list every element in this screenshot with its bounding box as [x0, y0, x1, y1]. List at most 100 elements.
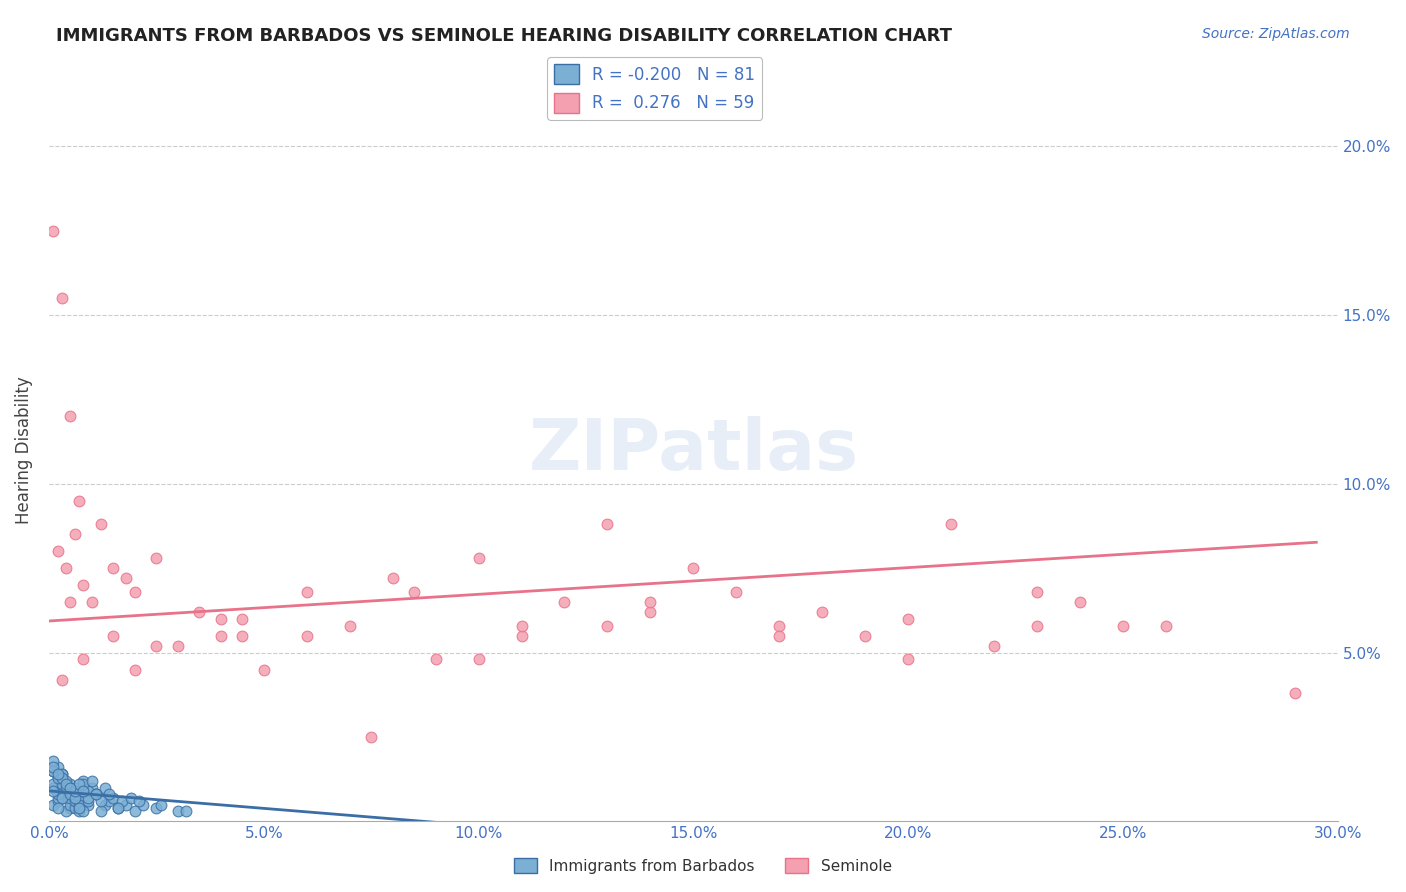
- Point: [42, 784, 65, 798]
- Point: [59, 790, 82, 805]
- Point: [63, 784, 86, 798]
- Point: [231, 612, 253, 626]
- Point: [132, 797, 155, 812]
- Point: [51, 767, 73, 781]
- Point: [63, 788, 86, 802]
- Point: [51, 790, 73, 805]
- Point: [80, 774, 103, 789]
- Point: [295, 585, 318, 599]
- Point: [853, 629, 876, 643]
- Point: [55, 784, 77, 798]
- Point: [42, 224, 65, 238]
- Point: [42, 797, 65, 812]
- Point: [55, 777, 77, 791]
- Point: [46, 767, 69, 781]
- Point: [128, 794, 150, 808]
- Point: [94, 797, 117, 812]
- Point: [404, 585, 426, 599]
- Point: [59, 595, 82, 609]
- Point: [145, 551, 167, 566]
- Point: [89, 517, 111, 532]
- Point: [67, 797, 90, 812]
- Point: [72, 805, 94, 819]
- Point: [80, 595, 103, 609]
- Point: [51, 777, 73, 791]
- Point: [51, 767, 73, 781]
- Point: [939, 517, 962, 532]
- Point: [55, 561, 77, 575]
- Point: [596, 618, 619, 632]
- Point: [84, 788, 107, 802]
- Point: [51, 771, 73, 785]
- Point: [103, 629, 125, 643]
- Text: ZIPatlas: ZIPatlas: [529, 416, 859, 484]
- Point: [1154, 618, 1177, 632]
- Point: [76, 790, 98, 805]
- Point: [51, 774, 73, 789]
- Point: [42, 760, 65, 774]
- Point: [67, 801, 90, 815]
- Point: [72, 777, 94, 791]
- Point: [59, 777, 82, 791]
- Point: [107, 801, 129, 815]
- Point: [682, 561, 704, 575]
- Point: [63, 801, 86, 815]
- Point: [42, 764, 65, 778]
- Point: [76, 794, 98, 808]
- Point: [145, 639, 167, 653]
- Point: [51, 673, 73, 687]
- Point: [103, 561, 125, 575]
- Point: [59, 801, 82, 815]
- Point: [51, 784, 73, 798]
- Point: [360, 730, 382, 744]
- Point: [467, 551, 489, 566]
- Point: [42, 780, 65, 795]
- Point: [467, 652, 489, 666]
- Point: [55, 790, 77, 805]
- Point: [768, 629, 790, 643]
- Point: [51, 780, 73, 795]
- Point: [46, 760, 69, 774]
- Point: [640, 595, 662, 609]
- Point: [1026, 618, 1049, 632]
- Point: [339, 618, 361, 632]
- Point: [89, 794, 111, 808]
- Point: [67, 794, 90, 808]
- Point: [295, 629, 318, 643]
- Point: [768, 618, 790, 632]
- Point: [640, 605, 662, 619]
- Point: [103, 790, 125, 805]
- Point: [596, 517, 619, 532]
- Point: [84, 788, 107, 802]
- Point: [63, 794, 86, 808]
- Point: [1026, 585, 1049, 599]
- Point: [176, 805, 198, 819]
- Point: [63, 780, 86, 795]
- Point: [63, 527, 86, 541]
- Point: [67, 805, 90, 819]
- Legend: R = -0.200   N = 81, R =  0.276   N = 59: R = -0.200 N = 81, R = 0.276 N = 59: [547, 57, 762, 120]
- Point: [98, 794, 121, 808]
- Point: [98, 788, 121, 802]
- Point: [231, 629, 253, 643]
- Point: [124, 585, 146, 599]
- Point: [166, 805, 188, 819]
- Point: [120, 790, 142, 805]
- Y-axis label: Hearing Disability: Hearing Disability: [15, 376, 32, 524]
- Point: [811, 605, 834, 619]
- Point: [124, 663, 146, 677]
- Point: [209, 612, 232, 626]
- Point: [72, 784, 94, 798]
- Point: [76, 797, 98, 812]
- Point: [46, 788, 69, 802]
- Point: [72, 652, 94, 666]
- Point: [188, 605, 211, 619]
- Point: [115, 571, 138, 585]
- Point: [897, 612, 920, 626]
- Point: [72, 784, 94, 798]
- Point: [72, 578, 94, 592]
- Point: [55, 774, 77, 789]
- Point: [42, 764, 65, 778]
- Point: [381, 571, 404, 585]
- Point: [46, 790, 69, 805]
